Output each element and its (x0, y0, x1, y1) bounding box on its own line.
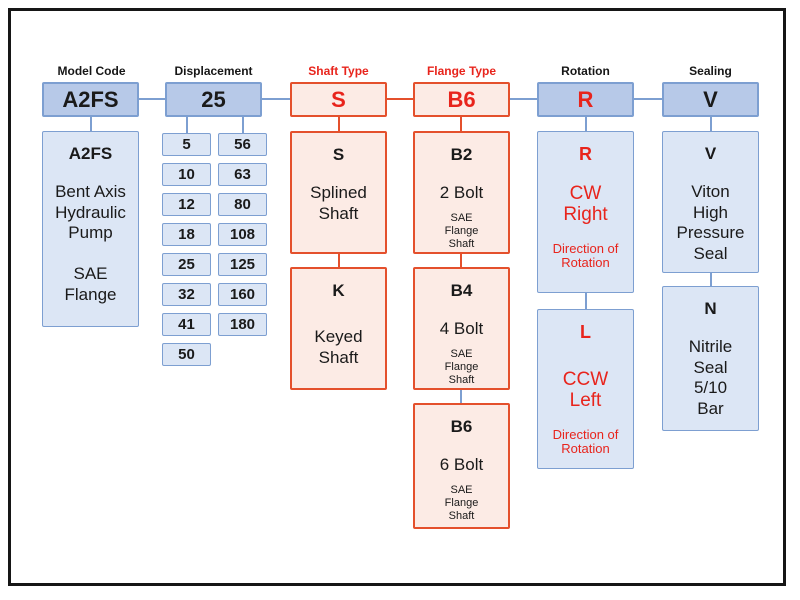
code-box-shaft-s: S (290, 82, 387, 117)
connector-s-b6 (387, 98, 413, 100)
header-rotation: Rotation (561, 64, 610, 78)
shaft-k-label: Keyed Shaft (314, 327, 363, 367)
displacement-cell: 63 (218, 163, 267, 186)
displacement-cell: 160 (218, 283, 267, 306)
flange-b6-label: 6 Bolt (439, 455, 484, 474)
sealing-option-v-box: V Viton High Pressure Seal (662, 131, 759, 273)
displacement-cell: 125 (218, 253, 267, 276)
stub-b4-b6 (460, 390, 462, 403)
shaft-s-label: Splined Shaft (310, 183, 367, 223)
displacement-cell: 32 (162, 283, 211, 306)
shaft-k-code: K (332, 281, 345, 300)
shaft-s-code: S (332, 145, 345, 164)
stub-flange-detail (460, 117, 462, 131)
code-box-flange-b6: B6 (413, 82, 510, 117)
flange-b6-sublabel: SAE Flange Shaft (444, 483, 479, 523)
code-box-displacement-25: 25 (165, 82, 262, 117)
connector-25-s (262, 98, 290, 100)
header-sealing: Sealing (689, 64, 732, 78)
outer-border (8, 8, 786, 586)
code-box-sealing-v: V (662, 82, 759, 117)
displacement-cell: 5 (162, 133, 211, 156)
header-model-code: Model Code (57, 64, 126, 78)
shaft-option-k-box: K Keyed Shaft (290, 267, 387, 390)
header-shaft-type: Shaft Type (308, 64, 369, 78)
flange-b6-code: B6 (450, 417, 473, 436)
stub-displacement-right (242, 117, 244, 133)
displacement-cell: 56 (218, 133, 267, 156)
flange-b4-sublabel: SAE Flange Shaft (444, 347, 479, 387)
model-code-detail-box: A2FS Bent Axis Hydraulic Pump SAE Flange (42, 131, 139, 327)
displacement-cell: 10 (162, 163, 211, 186)
stub-b2-b4 (460, 254, 462, 267)
displacement-cell: 180 (218, 313, 267, 336)
flange-b4-label: 4 Bolt (439, 319, 484, 338)
sealing-n-code: N (704, 299, 717, 318)
header-displacement: Displacement (174, 64, 253, 78)
model-detail-sublabel: SAE Flange (64, 264, 117, 304)
sealing-v-label: Viton High Pressure Seal (676, 182, 745, 264)
displacement-cell: 108 (218, 223, 267, 246)
displacement-cell: 12 (162, 193, 211, 216)
rotation-r-sublabel: Direction of Rotation (552, 240, 619, 271)
stub-rotation-detail (585, 117, 587, 131)
rotation-r-label: CW Right (563, 183, 608, 226)
rotation-l-label: CCW Left (562, 369, 609, 412)
flange-option-b2-box: B2 2 Bolt SAE Flange Shaft (413, 131, 510, 254)
connector-b6-r (510, 98, 537, 100)
flange-b2-code: B2 (450, 145, 473, 164)
displacement-cell: 41 (162, 313, 211, 336)
displacement-cell: 18 (162, 223, 211, 246)
code-box-model-a2fs: A2FS (42, 82, 139, 117)
rotation-l-sublabel: Direction of Rotation (552, 426, 619, 457)
stub-v-n (710, 273, 712, 286)
flange-b2-sublabel: SAE Flange Shaft (444, 211, 479, 251)
rotation-l-code: L (580, 322, 591, 342)
sealing-v-code: V (704, 144, 717, 163)
stub-s-k (338, 254, 340, 267)
rotation-r-code: R (579, 144, 592, 164)
stub-sealing-detail (710, 117, 712, 131)
model-detail-label: Bent Axis Hydraulic Pump (55, 182, 126, 243)
stub-r-l (585, 293, 587, 309)
flange-option-b4-box: B4 4 Bolt SAE Flange Shaft (413, 267, 510, 390)
stub-shaft-detail (338, 117, 340, 131)
flange-option-b6-box: B6 6 Bolt SAE Flange Shaft (413, 403, 510, 529)
rotation-option-r-box: R CW Right Direction of Rotation (537, 131, 634, 293)
header-flange-type: Flange Type (426, 64, 497, 78)
flange-b2-label: 2 Bolt (439, 183, 484, 202)
flange-b4-code: B4 (450, 281, 473, 300)
stub-displacement-left (186, 117, 188, 133)
shaft-option-s-box: S Splined Shaft (290, 131, 387, 254)
connector-a2fs-25 (139, 98, 165, 100)
code-box-rotation-r: R (537, 82, 634, 117)
displacement-cell: 25 (162, 253, 211, 276)
displacement-cell: 50 (162, 343, 211, 366)
sealing-n-label: Nitrile Seal 5/10 Bar (688, 337, 733, 419)
model-detail-code: A2FS (68, 144, 113, 163)
displacement-cell: 80 (218, 193, 267, 216)
sealing-option-n-box: N Nitrile Seal 5/10 Bar (662, 286, 759, 431)
stub-model-detail (90, 117, 92, 131)
connector-r-v (634, 98, 662, 100)
rotation-option-l-box: L CCW Left Direction of Rotation (537, 309, 634, 469)
